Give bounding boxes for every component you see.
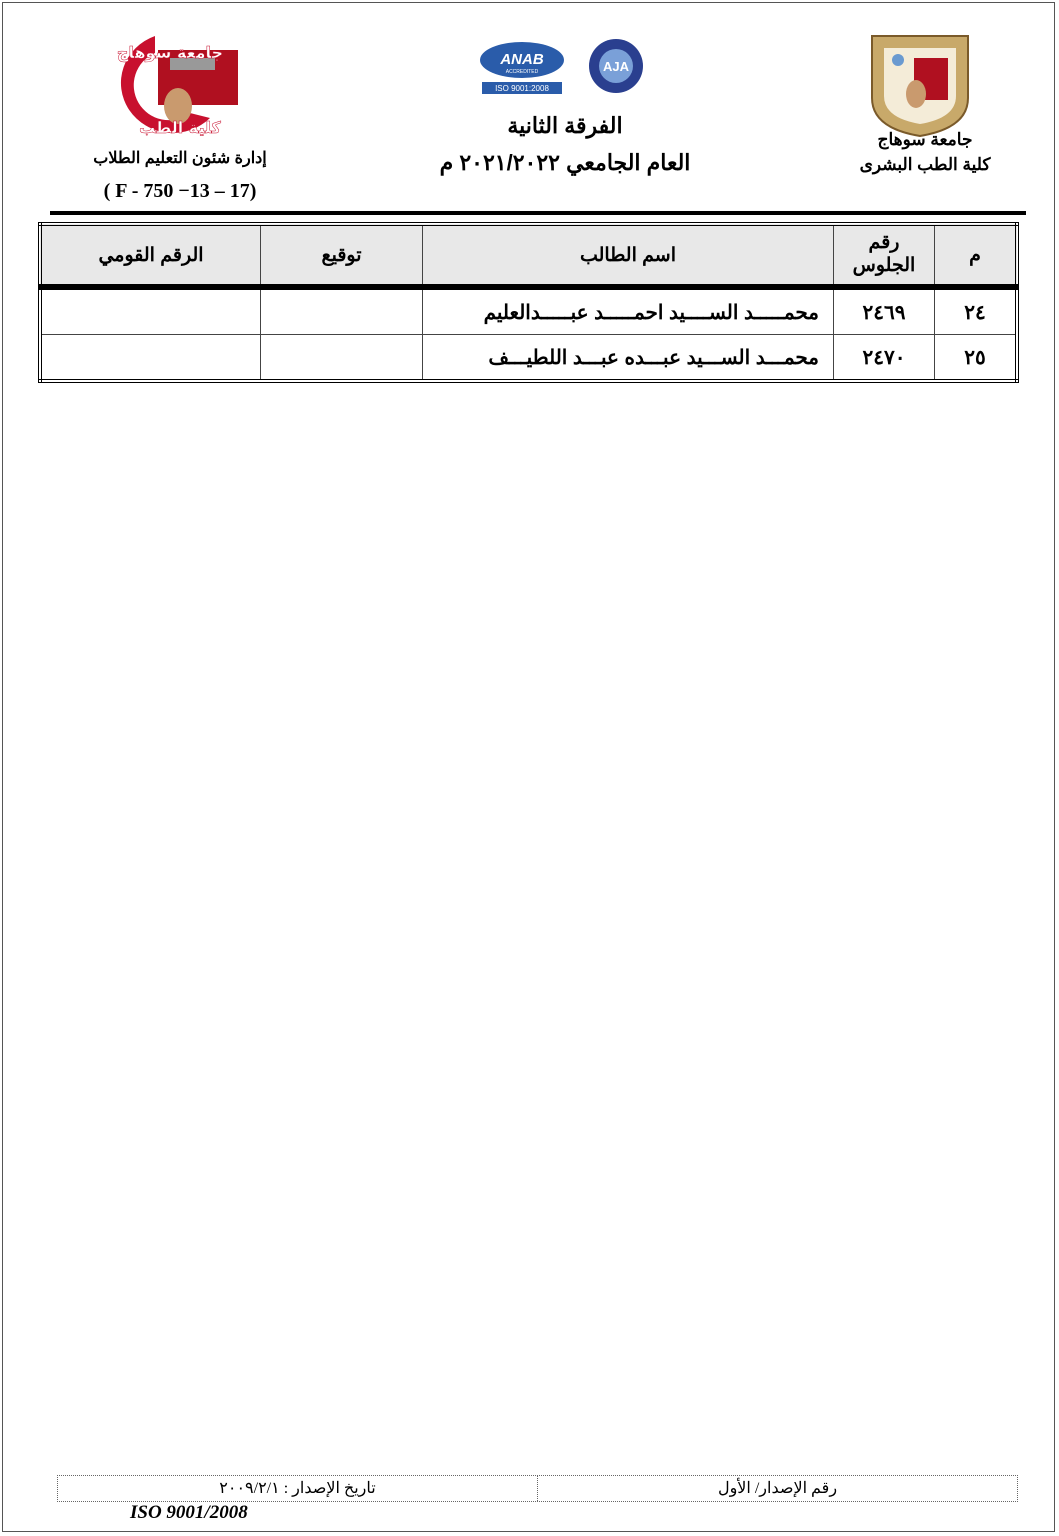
svg-text:ANAB: ANAB	[499, 51, 543, 68]
university-seal	[871, 35, 969, 138]
form-code: ( F - 750 −13 – 17)	[103, 180, 257, 202]
header-index: م	[934, 223, 1018, 290]
students-table: م رقم الجلوس اسم الطالب توقيع الرقم القو…	[38, 222, 1019, 383]
row-seat-no: ٢٤٧٠	[833, 334, 935, 382]
issue-date: تاريخ الإصدار : ٢٠٠٩/٢/١	[58, 1476, 538, 1501]
academic-year: العام الجامعي ٢٠٢١/٢٠٢٢ م	[439, 150, 691, 175]
svg-text:كلية الطب: كلية الطب	[139, 118, 221, 137]
row-national-id[interactable]	[39, 286, 261, 335]
row-index: ٢٥	[934, 334, 1018, 382]
iso-label: ISO 9001/2008	[130, 1502, 248, 1523]
row-student-name: محمـــد الســـيد عبـــده عبـــد اللطيـــ…	[422, 334, 834, 382]
svg-text:ACCREDITED: ACCREDITED	[506, 69, 539, 75]
header-seat-no: رقم الجلوس	[833, 223, 935, 290]
header-national-id: الرقم القومي	[39, 223, 261, 290]
header-signature: توقيع	[260, 223, 423, 290]
faculty-logo: جامعة سوهاج كلية الطب	[117, 36, 238, 137]
svg-text:جامعة سوهاج: جامعة سوهاج	[117, 43, 223, 62]
year-group-title: الفرقة الثانية	[507, 113, 623, 138]
svg-text:AJA: AJA	[603, 59, 630, 74]
row-signature[interactable]	[260, 334, 423, 382]
table-row: ٢٤ ٢٤٦٩ محمـــــد الســــيد احمـــــد عب…	[39, 286, 1018, 335]
table-header-row: م رقم الجلوس اسم الطالب توقيع الرقم القو…	[39, 223, 1018, 290]
certification-logos: ANAB ACCREDITED ISO 9001:2008 AJA	[480, 39, 643, 94]
faculty-name: كلية الطب البشرى	[859, 155, 991, 174]
issue-number: رقم الإصدار/ الأول	[717, 1480, 838, 1497]
table-row: ٢٥ ٢٤٧٠ محمـــد الســـيد عبـــده عبـــد …	[39, 334, 1018, 382]
svg-text:ISO 9001:2008: ISO 9001:2008	[495, 84, 549, 93]
footer-box: رقم الإصدار/ الأول تاريخ الإصدار : ٢٠٠٩/…	[57, 1475, 1018, 1502]
row-seat-no: ٢٤٦٩	[833, 286, 935, 335]
department-name: إدارة شئون التعليم الطلاب	[93, 150, 267, 167]
header-student-name: اسم الطالب	[422, 223, 834, 290]
university-name: جامعة سوهاج	[877, 130, 973, 149]
row-index: ٢٤	[934, 286, 1018, 335]
row-signature[interactable]	[260, 286, 423, 335]
header-divider	[50, 211, 1026, 215]
row-national-id[interactable]	[39, 334, 261, 382]
row-student-name: محمـــــد الســــيد احمـــــد عبـــــدال…	[422, 286, 834, 335]
